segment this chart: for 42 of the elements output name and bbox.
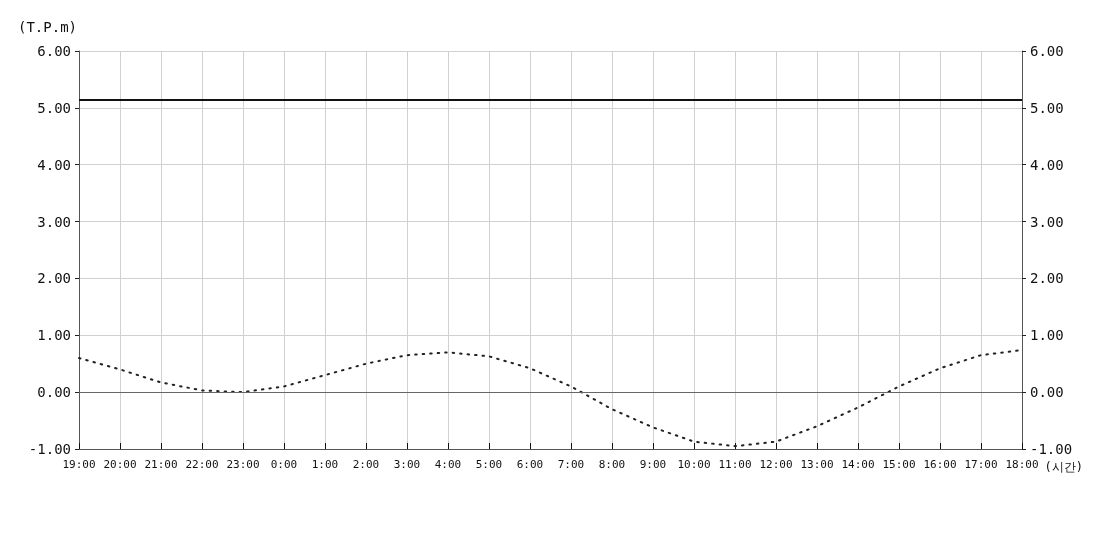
x-tick-label: 18:00 — [1005, 458, 1039, 471]
y2-tick-label: 5.00 — [1030, 99, 1064, 116]
y2-tick-label: -1.00 — [1030, 441, 1073, 457]
y-tick-label: 1.00 — [37, 327, 71, 344]
y2-tick-label: 4.00 — [1030, 156, 1064, 173]
x-axis-title: (시간) — [1044, 460, 1083, 474]
x-tick-label: 23:00 — [226, 458, 260, 471]
x-tick-label: 9:00 — [639, 458, 667, 471]
y-tick-label: 0.00 — [37, 384, 71, 401]
y-tick-label: 4.00 — [37, 156, 71, 173]
y2-tick-label: 2.00 — [1030, 270, 1064, 287]
y-tick-label: -1.00 — [28, 441, 71, 457]
x-tick-label: 7:00 — [557, 458, 585, 471]
x-tick-label: 17:00 — [964, 458, 998, 471]
x-tick-label: 20:00 — [103, 458, 137, 471]
x-tick-label: 10:00 — [677, 458, 711, 471]
x-tick-label: 22:00 — [185, 458, 219, 471]
x-tick-label: 1:00 — [311, 458, 339, 471]
x-tick-label: 2:00 — [352, 458, 380, 471]
x-tick-label: 4:00 — [434, 458, 462, 471]
y-axis-title: (T.P.m) — [18, 19, 78, 35]
y-tick-label: 2.00 — [37, 270, 71, 287]
x-tick-label: 3:00 — [393, 458, 421, 471]
y2-tick-label: 0.00 — [1030, 384, 1064, 401]
x-tick-label: 14:00 — [841, 458, 875, 471]
x-tick-label: 11:00 — [718, 458, 752, 471]
y2-tick-label: 1.00 — [1030, 327, 1064, 344]
x-tick-label: 8:00 — [598, 458, 626, 471]
y2-tick-label: 6.00 — [1030, 43, 1064, 59]
x-tick-label: 6:00 — [516, 458, 544, 471]
y-tick-label: 3.00 — [37, 213, 71, 230]
x-tick-label: 21:00 — [144, 458, 178, 471]
y2-tick-label: 3.00 — [1030, 213, 1064, 230]
x-tick-label: 0:00 — [270, 458, 298, 471]
x-tick-label: 16:00 — [923, 458, 957, 471]
x-tick-label: 19:00 — [62, 458, 96, 471]
x-tick-label: 13:00 — [800, 458, 834, 471]
y-tick-label: 6.00 — [37, 43, 71, 59]
x-tick-label: 12:00 — [759, 458, 793, 471]
y-tick-label: 5.00 — [37, 99, 71, 116]
x-tick-label: 5:00 — [475, 458, 503, 471]
x-tick-label: 15:00 — [882, 458, 916, 471]
